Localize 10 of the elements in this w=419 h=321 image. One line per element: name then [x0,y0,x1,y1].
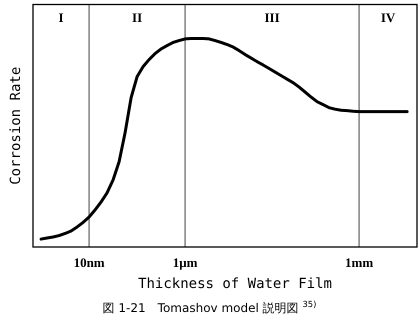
text: III [264,10,280,25]
y-axis-title: Corrosion Rate [8,66,24,185]
text: IV [380,10,396,25]
caption: 図 1-21 Tomashov model 説明図 $^{35)}$ [102,299,316,315]
x-tick-label: 1mm [345,255,374,270]
text: II [132,10,142,25]
x-tick-label: 10nm [74,255,105,270]
text: I [58,10,64,25]
x-axis-title: Thickness of Water Film [138,276,332,292]
x-tick-label: 1μm [172,255,198,270]
